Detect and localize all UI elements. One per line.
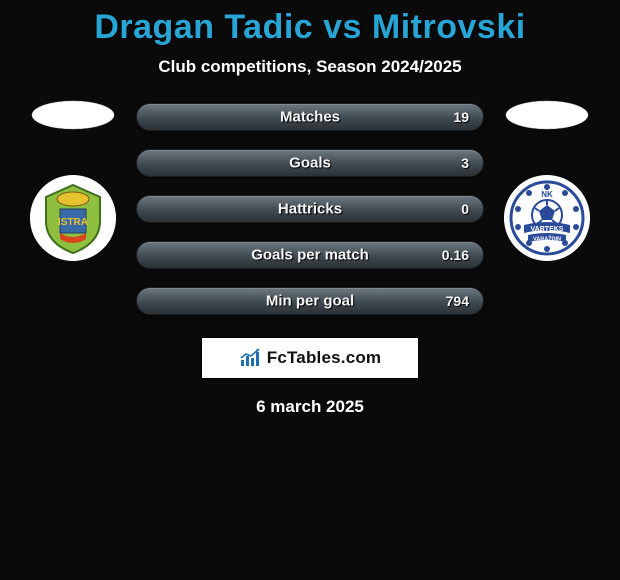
stat-label: Goals per match <box>137 247 483 264</box>
stat-row: Min per goal 794 <box>136 287 484 315</box>
svg-text:NK: NK <box>541 190 553 199</box>
stat-label: Matches <box>137 109 483 126</box>
brand-chart-icon <box>239 348 261 368</box>
right-flag-icon <box>505 99 589 131</box>
stat-value: 3 <box>461 155 469 171</box>
subtitle: Club competitions, Season 2024/2025 <box>0 57 620 77</box>
stat-row: Goals per match 0.16 <box>136 241 484 269</box>
stat-value: 0.16 <box>442 247 469 263</box>
stat-row: Goals 3 <box>136 149 484 177</box>
left-flag-icon <box>31 99 115 131</box>
stat-label: Min per goal <box>137 293 483 310</box>
comparison-row: ISTRA Matches 19 Goals 3 Hattricks 0 Goa… <box>0 97 620 315</box>
stat-value: 19 <box>453 109 469 125</box>
date-label: 6 march 2025 <box>0 397 620 417</box>
page-title: Dragan Tadic vs Mitrovski <box>0 8 620 47</box>
svg-text:VARTEKS: VARTEKS <box>531 226 564 233</box>
stat-label: Hattricks <box>137 201 483 218</box>
stat-row: Hattricks 0 <box>136 195 484 223</box>
left-club-crest-icon: ISTRA <box>30 175 116 261</box>
stat-value: 0 <box>461 201 469 217</box>
brand-text: FcTables.com <box>267 348 382 368</box>
stat-value: 794 <box>446 293 469 309</box>
stat-label: Goals <box>137 155 483 172</box>
svg-text:ISTRA: ISTRA <box>58 217 88 228</box>
right-club-crest-icon: VARTEKS VARAŽDIN NK <box>504 175 590 261</box>
stat-row: Matches 19 <box>136 103 484 131</box>
svg-text:VARAŽDIN: VARAŽDIN <box>533 235 561 243</box>
brand-badge[interactable]: FcTables.com <box>201 337 419 379</box>
left-player-column: ISTRA <box>28 97 118 261</box>
stats-list: Matches 19 Goals 3 Hattricks 0 Goals per… <box>136 97 484 315</box>
comparison-card: Dragan Tadic vs Mitrovski Club competiti… <box>0 0 620 417</box>
right-player-column: VARTEKS VARAŽDIN NK <box>502 97 592 261</box>
